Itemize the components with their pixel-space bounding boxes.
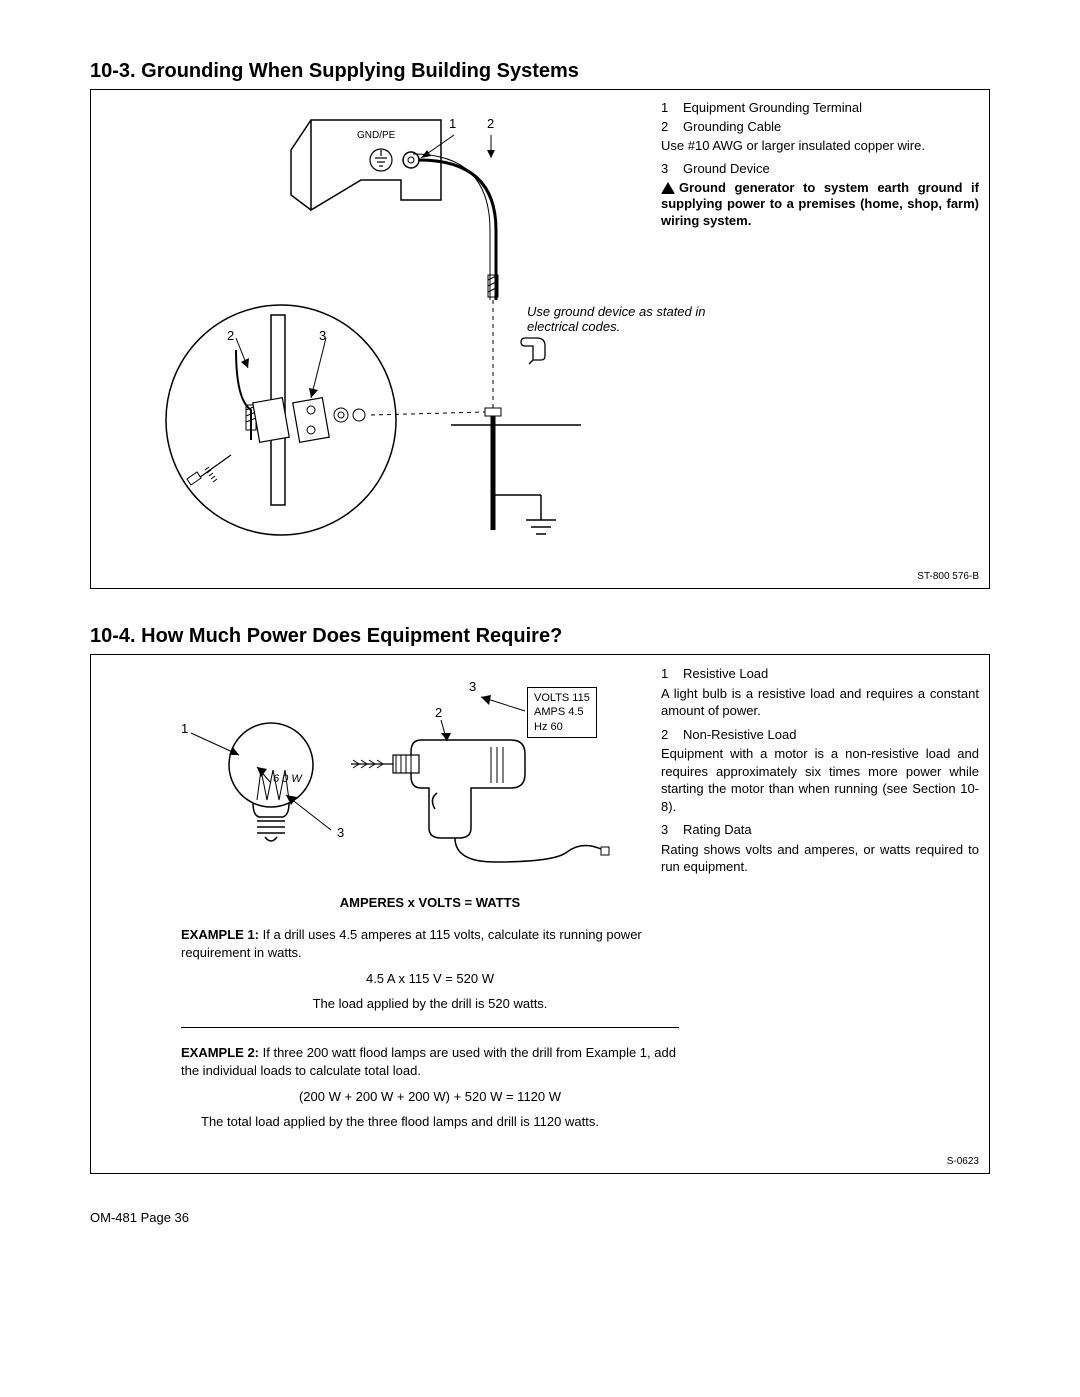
side-text-2: 1Resistive Load A light bulb is a resist…	[661, 665, 979, 882]
section-title-2: 10-4. How Much Power Does Equipment Requ…	[90, 625, 990, 648]
formula-block: AMPERES x VOLTS = WATTS EXAMPLE 1: If a …	[181, 895, 679, 1139]
figure-frame-1: GND/PE 1 2 2 3 Use ground device as stat…	[90, 89, 990, 589]
callout-2b: 2	[227, 328, 234, 343]
hand-point-icon	[515, 332, 549, 366]
rating-plate: VOLTS 115 AMPS 4.5 Hz 60	[527, 687, 597, 738]
callout-2: 2	[487, 116, 494, 131]
formula-title: AMPERES x VOLTS = WATTS	[181, 895, 679, 910]
bulb-wattage: 6 0 W	[273, 773, 302, 785]
grounding-diagram	[101, 100, 661, 570]
warning-triangle-icon	[661, 182, 675, 194]
callout-1: 1	[449, 116, 456, 131]
figure-ref-1: ST-800 576-B	[917, 571, 979, 582]
figure-ref-2: S-0623	[947, 1156, 979, 1167]
gnd-pe-label: GND/PE	[357, 130, 395, 141]
side-text-1: 1Equipment Grounding Terminal 2Grounding…	[661, 100, 979, 236]
section-title-1: 10-3. Grounding When Supplying Building …	[90, 60, 990, 83]
b-callout-3b: 3	[469, 679, 476, 694]
b-callout-1: 1	[181, 721, 188, 736]
callout-3: 3	[319, 328, 326, 343]
ground-device-note: Use ground device as stated in electrica…	[527, 304, 707, 334]
b-callout-3: 3	[337, 825, 344, 840]
b-callout-2: 2	[435, 705, 442, 720]
figure-frame-2: 1 3 2 3 6 0 W VOLTS 115 AMPS 4.5 Hz 60 1…	[90, 654, 990, 1174]
page-footer: OM-481 Page 36	[90, 1210, 990, 1225]
